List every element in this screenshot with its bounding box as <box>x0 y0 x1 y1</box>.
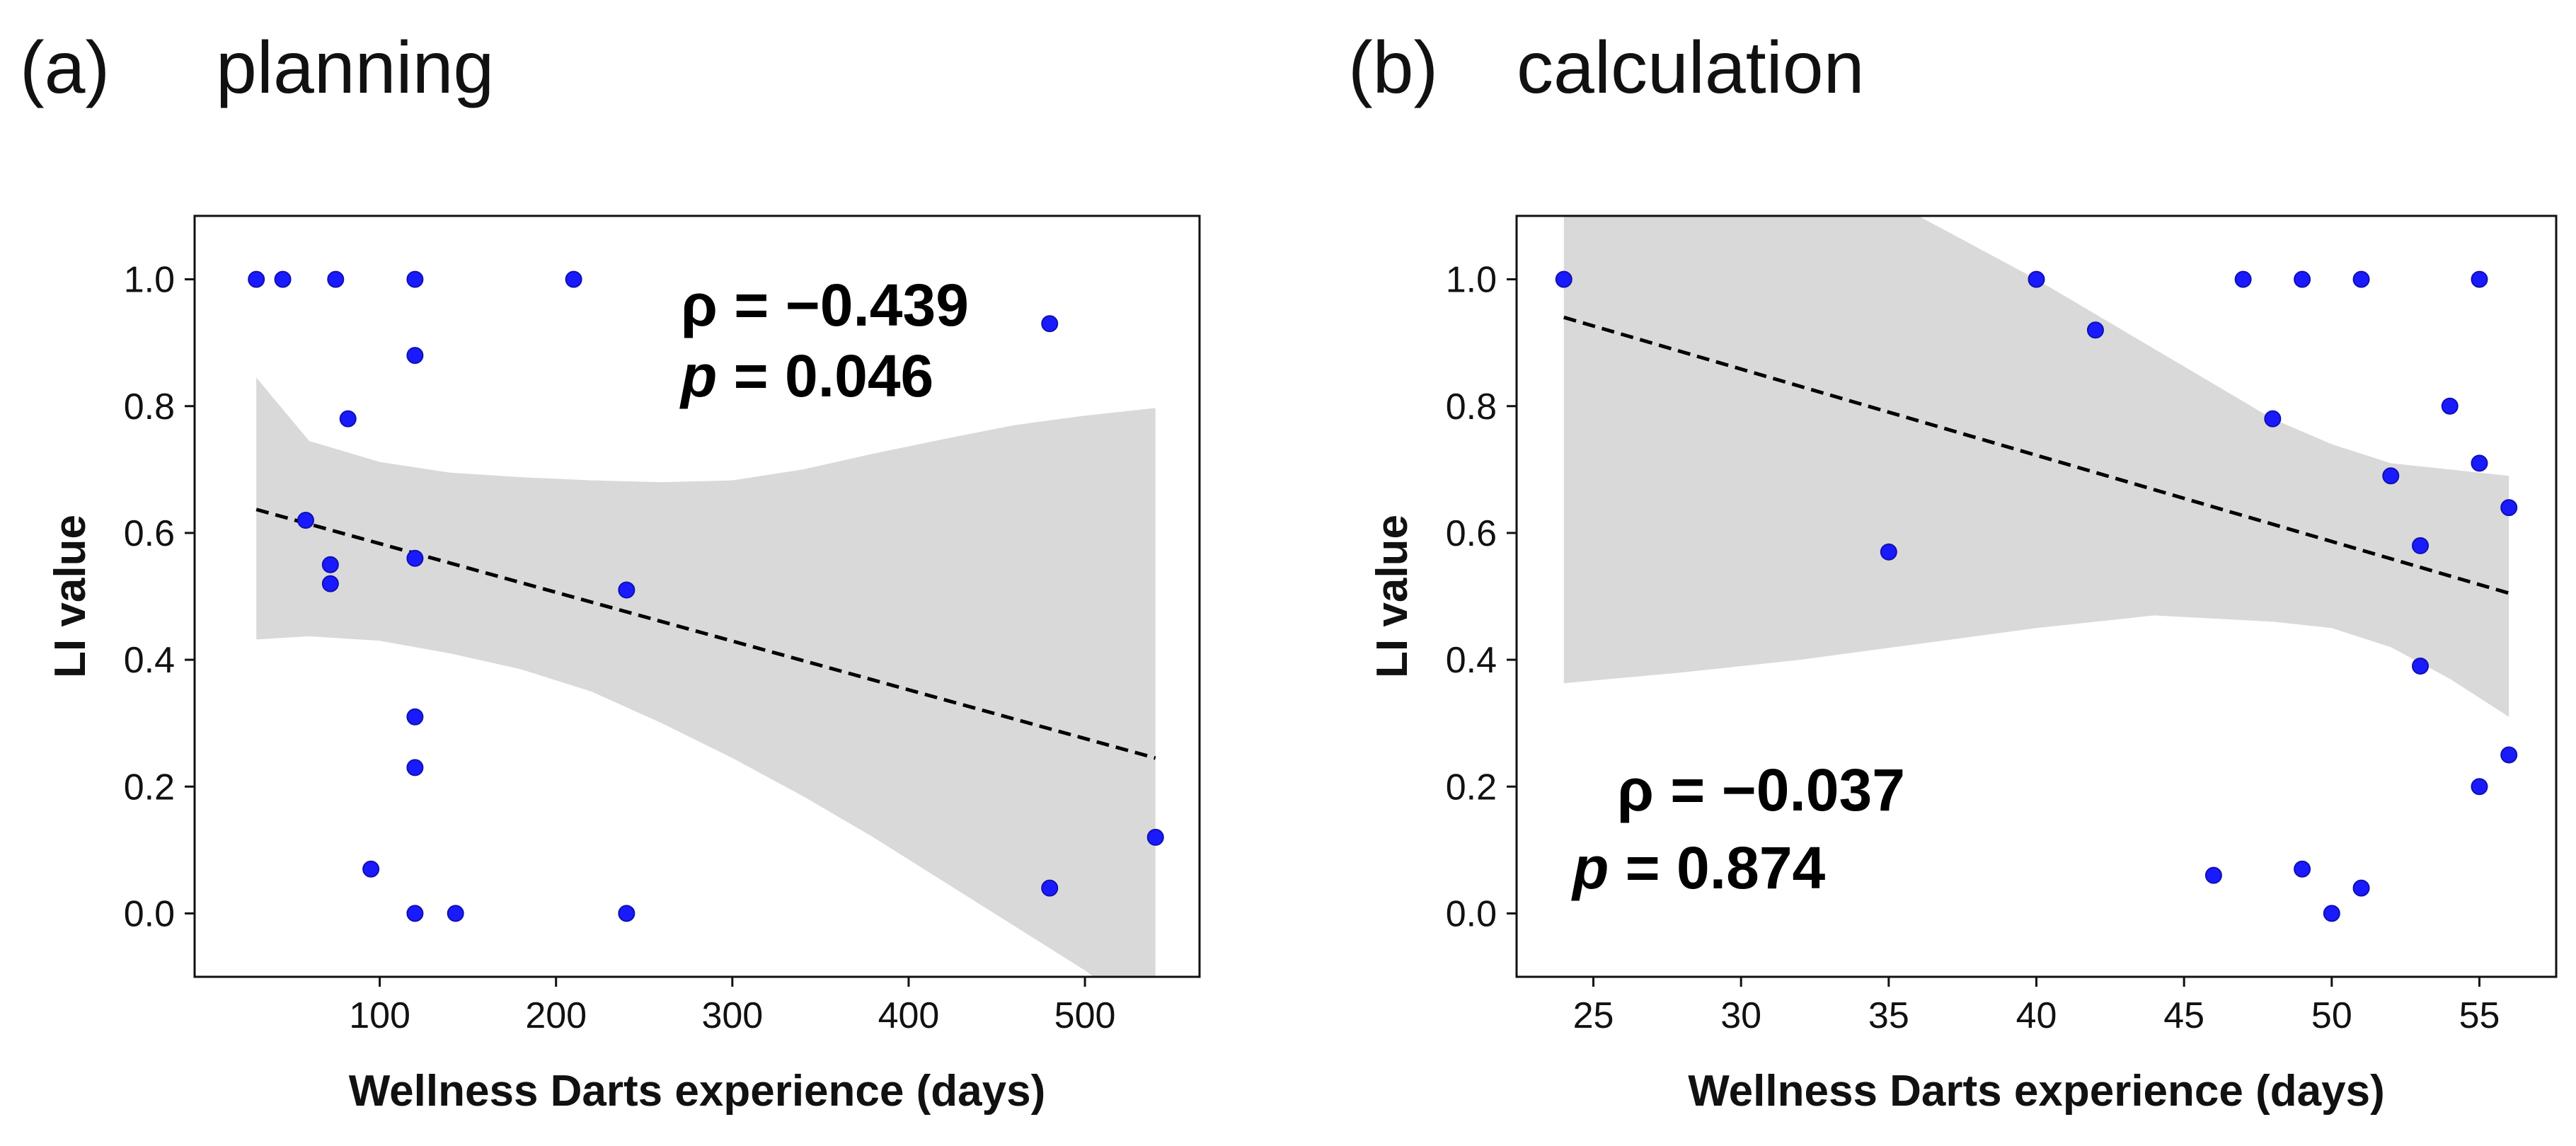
scatter-panel-calculation: 25 30 35 40 45 50 55 0.0 0.2 0.4 0.6 0.8 1.0 Wellness… <box>1368 214 2558 1116</box>
data-point <box>2471 454 2488 472</box>
data-point <box>2412 658 2430 675</box>
data-point <box>618 905 636 922</box>
x-axis-label: Wellness Darts experience (days) <box>349 1067 1045 1116</box>
data-point <box>2441 397 2459 415</box>
data-point <box>1880 543 1897 561</box>
x-tick-label: 25 <box>1573 995 1614 1036</box>
x-tick-label: 400 <box>878 995 940 1036</box>
y-tick-label: 0.4 <box>1446 640 1497 681</box>
data-point <box>2471 778 2488 796</box>
data-point <box>406 905 424 922</box>
x-tick-label: 45 <box>2163 995 2204 1036</box>
y-tick-label: 0.8 <box>124 386 175 428</box>
data-point <box>2234 270 2252 288</box>
data-point <box>406 549 424 567</box>
rho-annotation: ρ = −0.037 <box>1617 757 1905 823</box>
scatter-panel-planning: 100 200 300 400 500 0.0 0.2 0.4 0.6 0.8 1.0 Wellnes… <box>46 214 1201 1116</box>
plot-frame <box>193 214 1201 978</box>
data-point <box>2352 879 2370 897</box>
confidence-band <box>1563 216 2509 717</box>
x-tick-label: 50 <box>2311 995 2352 1036</box>
y-tick-label: 0.6 <box>1446 513 1497 554</box>
data-point <box>2294 270 2311 288</box>
data-point <box>1041 879 1059 897</box>
x-axis-label: Wellness Darts experience (days) <box>1688 1067 2384 1116</box>
x-tick-label: 200 <box>525 995 587 1036</box>
data-point <box>327 270 345 288</box>
y-tick-label: 1.0 <box>1446 260 1497 301</box>
data-point <box>618 581 636 599</box>
y-tick-label: 0.0 <box>1446 893 1497 934</box>
data-point <box>2323 905 2340 922</box>
data-point <box>447 905 464 922</box>
data-point <box>2412 537 2430 554</box>
rho-annotation: ρ = −0.439 <box>681 272 969 338</box>
regression-line <box>1563 315 2509 595</box>
data-point <box>362 860 380 878</box>
data-point <box>2352 270 2370 288</box>
p-value-annotation: p = 0.874 <box>1571 835 1826 901</box>
data-point <box>2028 270 2045 288</box>
data-point <box>406 347 424 365</box>
panel-a-letter: (a) <box>20 27 110 109</box>
x-tick-label: 55 <box>2459 995 2500 1036</box>
y-tick-label: 0.8 <box>1446 386 1497 428</box>
y-tick-label: 1.0 <box>124 260 175 301</box>
data-point <box>321 575 339 592</box>
panel-b-letter: (b) <box>1348 27 1439 109</box>
y-axis-label: LI value <box>1368 515 1417 678</box>
data-point <box>297 512 314 529</box>
x-tick-label: 500 <box>1054 995 1116 1036</box>
data-point <box>565 270 582 288</box>
p-value-annotation: p = 0.046 <box>679 343 933 409</box>
data-point <box>406 759 424 777</box>
x-tick-label: 100 <box>349 995 410 1036</box>
y-tick-label: 0.4 <box>124 640 175 681</box>
y-tick-label: 0.2 <box>124 767 175 808</box>
data-point <box>274 270 292 288</box>
data-point <box>1555 270 1572 288</box>
data-point <box>2294 860 2311 878</box>
data-point <box>2264 410 2282 428</box>
x-tick-label: 30 <box>1720 995 1761 1036</box>
panel-a-title: planning <box>216 27 495 109</box>
data-point <box>406 708 424 726</box>
y-tick-label: 0.0 <box>124 893 175 934</box>
y-axis-label: LI value <box>46 515 95 678</box>
data-point <box>2086 321 2104 339</box>
data-point <box>2204 866 2222 884</box>
data-point <box>1146 828 1164 846</box>
x-tick-label: 300 <box>701 995 763 1036</box>
regression-line <box>255 508 1156 760</box>
confidence-band <box>256 377 1156 977</box>
data-point <box>406 270 424 288</box>
panel-b-title: calculation <box>1517 27 1865 109</box>
x-tick-label: 35 <box>1868 995 1909 1036</box>
data-point <box>2471 270 2488 288</box>
y-tick-label: 0.2 <box>1446 767 1497 808</box>
x-tick-label: 40 <box>2016 995 2057 1036</box>
data-point <box>339 410 357 428</box>
data-point <box>2382 467 2400 485</box>
data-point <box>248 270 265 288</box>
y-tick-label: 0.6 <box>124 513 175 554</box>
data-point <box>1041 315 1059 333</box>
data-point <box>321 556 339 573</box>
data-point <box>2500 746 2518 764</box>
data-point <box>2500 499 2518 517</box>
